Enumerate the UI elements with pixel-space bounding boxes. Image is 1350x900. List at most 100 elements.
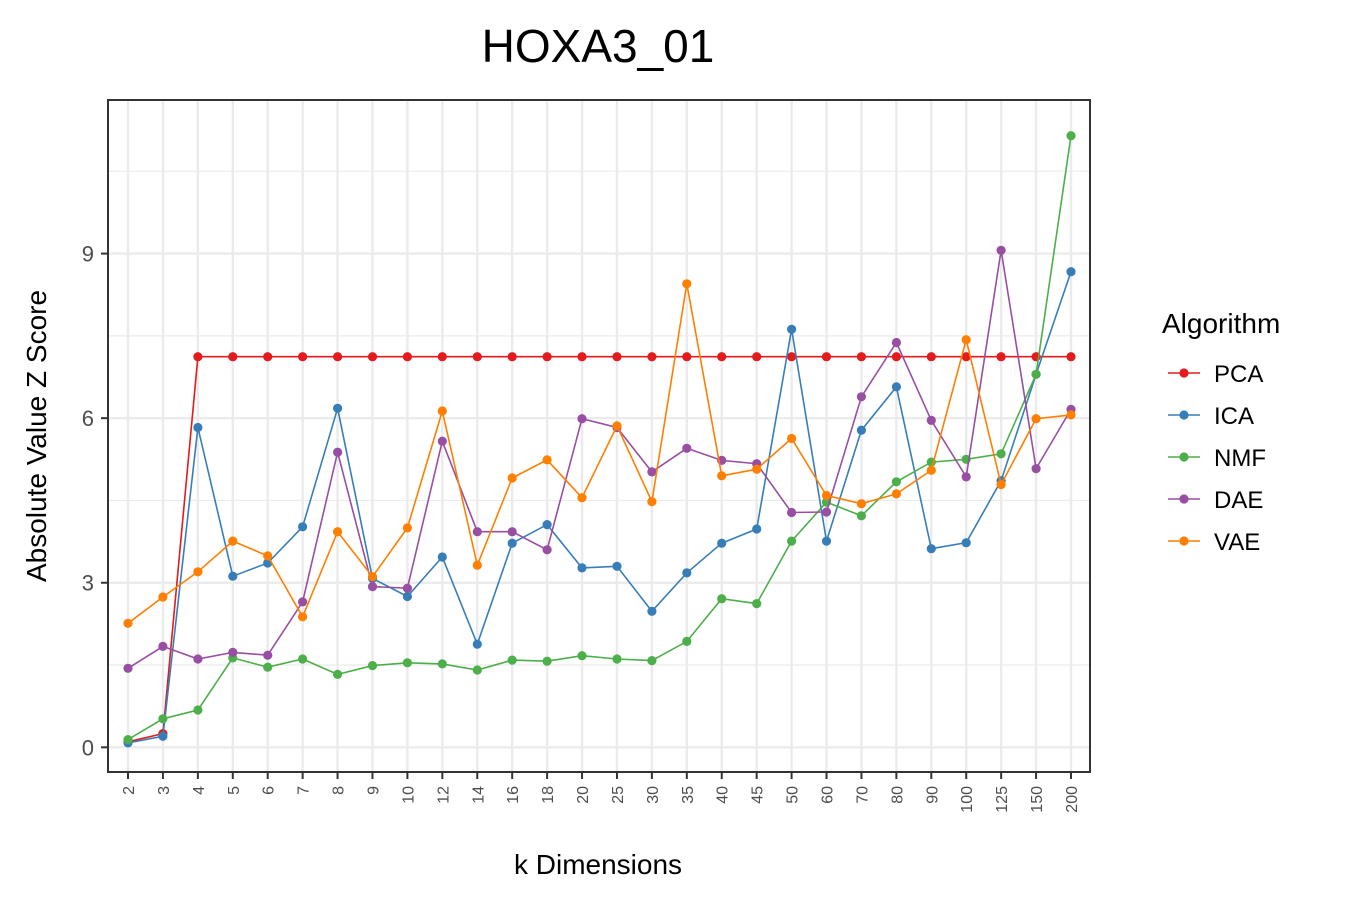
data-point-dae (158, 641, 168, 652)
data-point-nmf (612, 654, 622, 664)
data-point-ica (682, 568, 692, 578)
data-point-pca (193, 352, 203, 362)
data-point-ica (821, 536, 832, 546)
data-point-pca (228, 352, 238, 362)
x-tick-label: 150 (1029, 786, 1046, 813)
data-point-dae (437, 436, 447, 446)
series-line-ica (127, 271, 1072, 744)
legend-label: PCA (1214, 361, 1263, 388)
data-point-ica (333, 403, 343, 413)
data-point-nmf (891, 477, 902, 487)
data-point-vae (856, 499, 867, 509)
data-point-pca (821, 352, 832, 362)
data-point-nmf (263, 662, 273, 672)
legend-key-point (1179, 536, 1189, 546)
plot-background (108, 100, 1090, 772)
data-point-nmf (856, 511, 867, 521)
x-tick-label: 50 (785, 786, 802, 804)
data-point-pca (612, 352, 622, 362)
data-point-pca (647, 352, 657, 362)
legend: Algorithm PCA ICA NMF DAE VAE (1162, 308, 1280, 556)
data-point-pca (682, 352, 692, 362)
legend-label: VAE (1214, 529, 1260, 556)
data-point-vae (367, 572, 378, 582)
y-axis-label: Absolute Value Z Score (21, 290, 52, 582)
data-point-vae (647, 497, 657, 507)
x-tick-label: 16 (505, 786, 522, 804)
legend-label: DAE (1214, 487, 1263, 514)
x-tick-label: 60 (820, 786, 837, 804)
data-point-vae (612, 421, 622, 431)
data-point-nmf (996, 449, 1006, 459)
data-point-dae (647, 467, 657, 477)
data-point-pca (333, 352, 343, 362)
data-point-nmf (682, 636, 692, 647)
data-point-ica (158, 731, 168, 741)
data-point-ica (577, 563, 587, 573)
legend-key-point (1179, 452, 1189, 462)
x-tick-label: 90 (924, 786, 941, 804)
data-point-nmf (472, 665, 482, 675)
data-point-vae (193, 567, 203, 577)
x-tick-label: 20 (575, 786, 592, 804)
data-point-ica (856, 425, 867, 435)
data-point-pca (437, 352, 447, 362)
data-point-nmf (507, 655, 517, 665)
x-tick-label: 125 (994, 786, 1011, 813)
data-point-nmf (367, 661, 378, 671)
data-point-ica (891, 382, 902, 392)
plot-panel (107, 99, 1091, 773)
data-point-vae (228, 536, 238, 546)
data-point-pca (472, 352, 482, 362)
x-tick-label: 4 (191, 786, 208, 795)
data-point-ica (472, 639, 482, 649)
data-point-ica (542, 520, 552, 530)
data-point-nmf (333, 669, 343, 680)
x-tick-label: 25 (610, 786, 627, 804)
data-point-ica (787, 324, 797, 334)
series-layer (123, 131, 1076, 748)
data-point-dae (682, 443, 692, 453)
x-tick-label: 6 (261, 786, 278, 795)
y-tick-label: 0 (82, 735, 94, 760)
legend-key-point (1179, 368, 1189, 378)
data-point-dae (996, 245, 1006, 255)
data-point-dae (507, 527, 517, 537)
data-point-dae (228, 647, 238, 658)
data-point-nmf (193, 705, 203, 715)
data-point-pca (542, 352, 552, 362)
data-point-dae (367, 582, 378, 592)
data-point-dae (542, 545, 552, 555)
data-point-vae (1066, 410, 1076, 420)
data-point-vae (507, 473, 517, 483)
data-point-ica (926, 544, 936, 554)
data-point-vae (542, 455, 552, 465)
x-tick-label: 70 (854, 786, 871, 804)
data-point-pca (996, 352, 1006, 362)
data-point-nmf (437, 659, 447, 669)
data-point-vae (821, 490, 832, 501)
x-tick-label: 30 (645, 786, 662, 804)
x-tick-label: 18 (540, 786, 557, 804)
x-tick-label: 5 (226, 786, 243, 795)
legend-key-point (1179, 494, 1189, 504)
x-tick-label: 40 (715, 786, 732, 804)
data-point-dae (926, 415, 936, 425)
x-axis: 2 3 4 5 6 7 8 9 10 12 14 16 18 20 25 30 35 40 45 50 60 70 80 90… (121, 772, 1081, 813)
data-point-pca (891, 352, 902, 362)
y-tick-label: 6 (82, 406, 94, 431)
data-point-vae (472, 560, 482, 570)
data-point-ica (193, 422, 203, 433)
data-point-dae (577, 414, 587, 424)
x-tick-label: 100 (959, 786, 976, 813)
data-point-vae (961, 335, 971, 345)
data-point-nmf (647, 656, 657, 666)
data-point-pca (926, 352, 936, 362)
legend-item-ica: ICA (1168, 403, 1254, 430)
data-point-dae (856, 392, 867, 402)
data-point-vae (717, 471, 727, 481)
data-point-pca (856, 352, 867, 362)
data-point-vae (926, 465, 936, 475)
data-point-vae (996, 479, 1006, 490)
data-point-ica (612, 561, 622, 571)
